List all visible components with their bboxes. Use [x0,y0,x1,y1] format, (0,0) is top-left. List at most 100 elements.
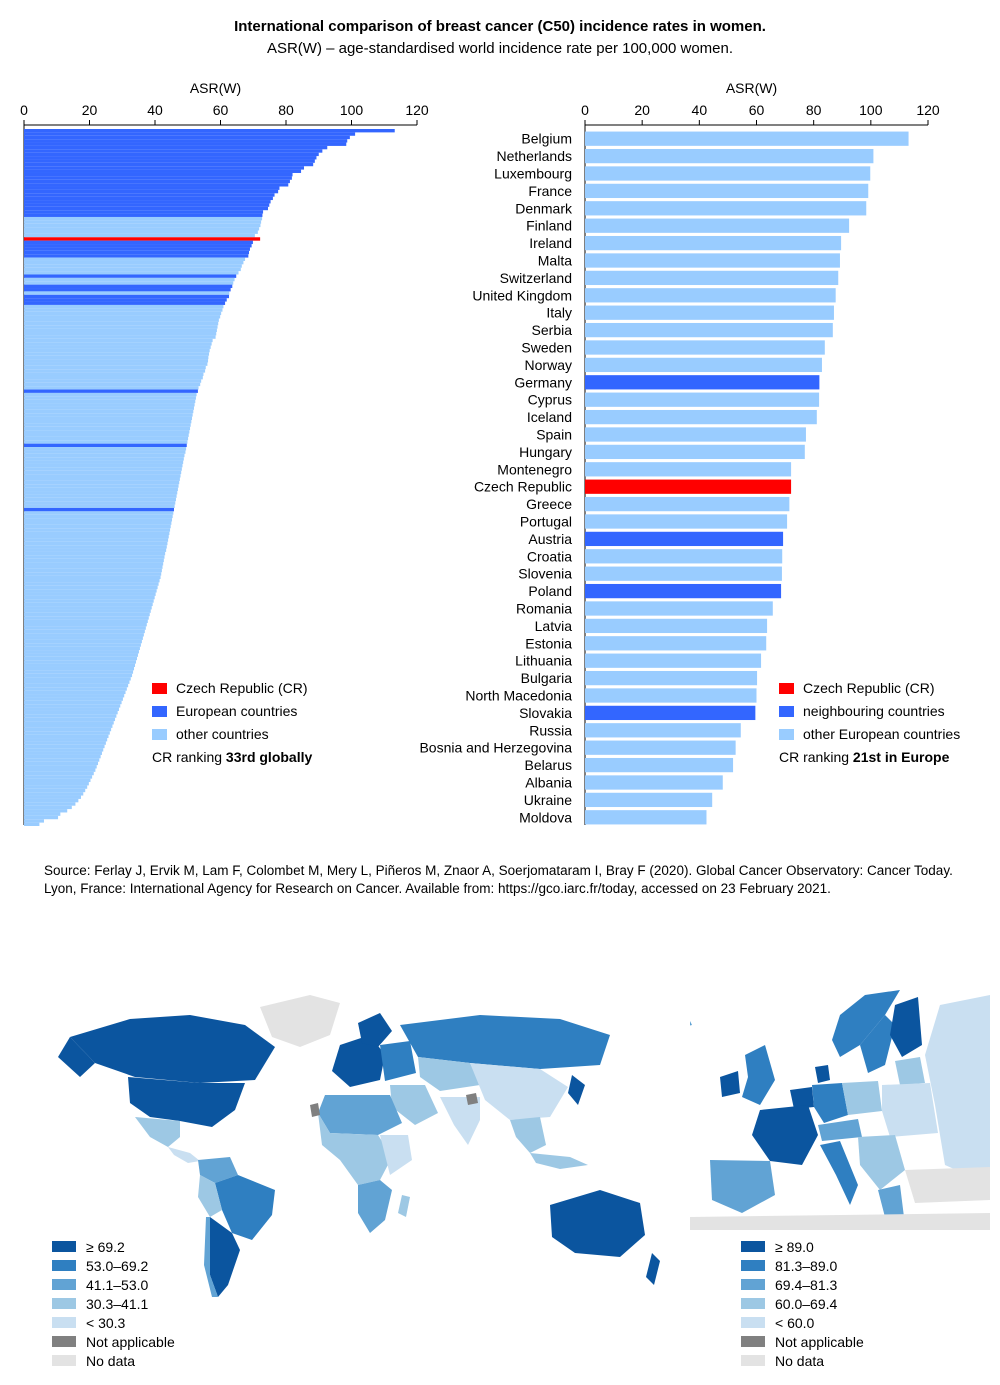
bar [24,782,89,786]
bar [24,328,217,333]
bar [24,332,217,336]
bar [24,159,315,163]
bar [24,433,189,437]
x-tick-label: 100 [340,102,364,118]
legend-entry: Czech Republic (CR) [176,680,307,696]
bar [24,372,204,376]
bar [24,812,61,816]
bar [24,700,122,705]
bar [24,244,252,248]
x-tick-label: 20 [82,102,98,118]
bar [585,723,741,738]
bar [585,201,867,216]
x-tick-label: 20 [634,102,650,118]
bar [24,650,139,654]
category-label: France [528,183,572,199]
bar [585,601,773,616]
bar [24,768,96,772]
category-label: Spain [536,427,572,443]
category-label: Sweden [521,340,572,356]
map-legend-item: No data [52,1351,175,1370]
bar [24,315,221,319]
bar [24,809,68,813]
bar [24,345,211,349]
bar [24,474,181,478]
bar [24,666,135,671]
x-tick-label: 40 [692,102,708,118]
category-label: Ukraine [524,792,572,808]
category-label: Croatia [527,548,572,564]
category-label: Latvia [535,618,573,634]
bar [585,618,768,634]
bar [24,744,105,749]
bar [24,460,184,464]
bar [24,321,219,326]
bar [24,352,210,356]
category-label: Malta [538,253,572,269]
category-label: Bulgaria [521,670,573,686]
bar [24,223,261,228]
map-legend-item: 60.0–69.4 [741,1294,864,1313]
bar [24,731,110,735]
bar [24,183,289,187]
bar [24,186,280,190]
bar [24,392,197,397]
bar [24,416,193,420]
bar [24,704,121,708]
bar [24,430,190,434]
bar [24,626,146,630]
map-legend-swatch [741,1336,765,1347]
ranking-note: CR ranking 33rd globally [152,749,312,765]
map-legend-label: < 60.0 [775,1314,815,1331]
x-tick-label: 40 [147,102,163,118]
bar [585,357,822,373]
bar [24,355,209,360]
bar [24,139,348,143]
bar [24,179,290,184]
category-label: Luxembourg [494,166,572,182]
bar [24,606,152,610]
bar [24,467,182,471]
map-legend-label: 69.4–81.3 [775,1276,838,1293]
map-legend-swatch [741,1317,765,1328]
map-legend-item: < 30.3 [52,1313,175,1332]
bar [24,480,180,485]
bar [24,470,182,475]
bar [24,237,261,241]
bar [24,419,192,424]
map-legend-label: Not applicable [86,1333,175,1350]
bar [24,288,231,292]
bar [24,149,323,153]
bar [24,511,174,515]
bar [24,562,164,566]
bar [24,457,184,461]
bar [24,629,145,634]
bar [24,318,219,322]
category-label: United Kingdom [472,287,572,303]
global-bar-chart: ASR(W) 0 20 40 60 80 100 120 Czech Republic (CR)… [20,80,429,826]
bar [585,235,842,251]
bar [24,447,187,451]
bar [24,284,233,289]
bar [24,389,198,393]
bar [24,663,136,667]
map-legend-label: 30.3–41.1 [86,1295,149,1312]
category-label: Germany [514,374,572,390]
map-legend-label: 60.0–69.4 [775,1295,838,1312]
chart-title: International comparison of breast cance… [234,18,766,35]
bar [24,748,104,752]
bar [24,227,260,231]
bar [24,673,133,678]
map-legend-item: 69.4–81.3 [741,1275,864,1294]
bar [24,162,314,167]
bar [24,497,176,502]
bar [24,342,212,346]
category-label: Estonia [525,635,572,651]
bar [24,156,317,160]
bar [24,176,292,180]
bar [24,359,209,363]
category-label: Romania [516,601,572,617]
x-axis-label: ASR(W) [190,80,241,96]
category-label: Norway [525,357,572,373]
